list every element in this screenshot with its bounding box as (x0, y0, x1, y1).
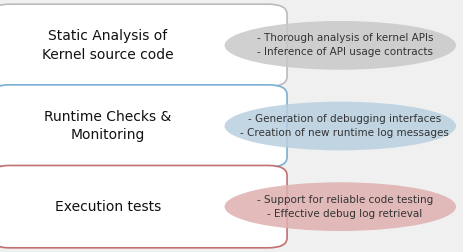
FancyBboxPatch shape (0, 166, 287, 248)
FancyBboxPatch shape (0, 4, 287, 86)
Ellipse shape (225, 102, 456, 150)
Ellipse shape (225, 21, 456, 70)
Text: Execution tests: Execution tests (55, 200, 161, 214)
Text: - Generation of debugging interfaces
- Creation of new runtime log messages: - Generation of debugging interfaces - C… (240, 114, 450, 138)
FancyBboxPatch shape (0, 85, 287, 167)
Text: Runtime Checks &
Monitoring: Runtime Checks & Monitoring (44, 110, 171, 142)
Text: Static Analysis of
Kernel source code: Static Analysis of Kernel source code (42, 29, 174, 61)
Text: - Thorough analysis of kernel APIs
- Inference of API usage contracts: - Thorough analysis of kernel APIs - Inf… (257, 33, 433, 57)
Text: - Support for reliable code testing
- Effective debug log retrieval: - Support for reliable code testing - Ef… (257, 195, 433, 219)
Ellipse shape (225, 182, 456, 231)
